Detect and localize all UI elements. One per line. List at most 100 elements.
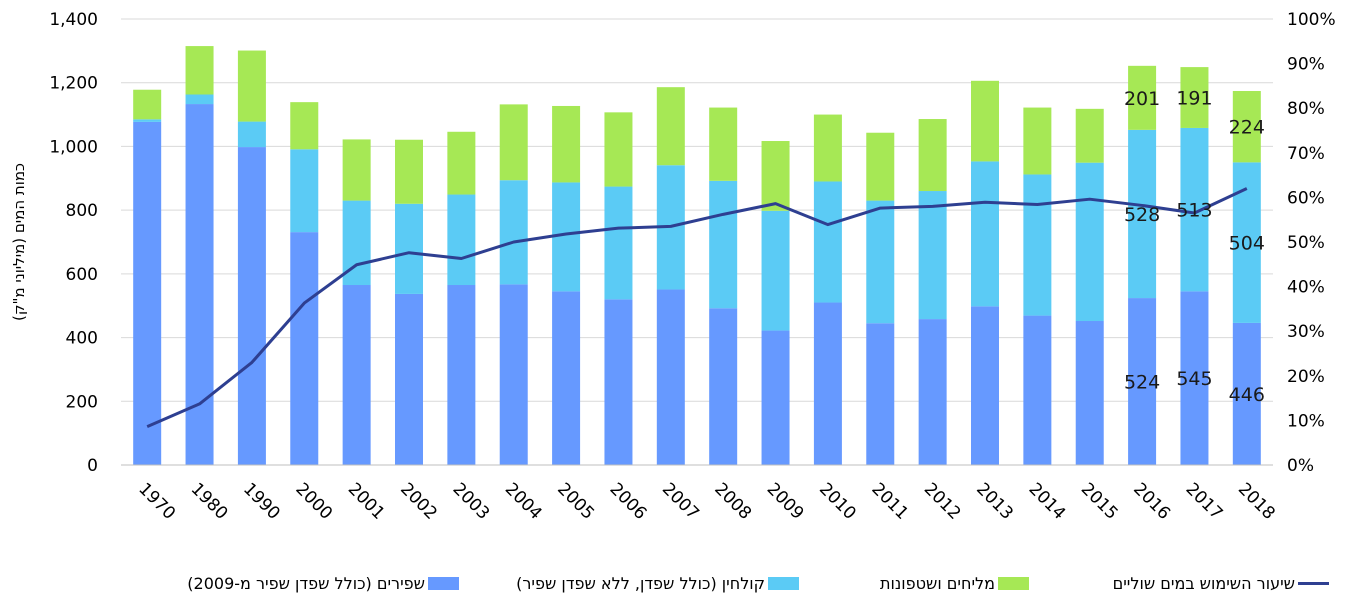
bar-series-2 (1128, 129, 1157, 299)
bar-series-3 (761, 141, 790, 211)
x-tick-label: 2002 (396, 479, 441, 524)
bar-series-1 (813, 302, 842, 465)
bar-series-3 (918, 119, 947, 192)
x-tick-label: 2014 (1025, 479, 1070, 524)
y-tick-label: 800 (66, 201, 98, 221)
bars (133, 46, 1261, 466)
bar-series-1 (342, 285, 371, 465)
bar-series-3 (971, 80, 999, 162)
line-path (146, 187, 1248, 429)
y2-tick-label: 50% (1287, 233, 1325, 253)
legend-item-series-3: מליחים ושטפונות (880, 571, 1029, 595)
legend-item-series-2: קולחין (כולל שפדן, ללא שפדן שפיר) (516, 571, 799, 595)
bar-series-3 (447, 131, 476, 195)
y2-tick-label: 70% (1287, 144, 1325, 164)
y-tick-label: 200 (66, 392, 98, 412)
data-label-series-2: 528 (1124, 204, 1160, 226)
y2-tick-label: 30% (1287, 322, 1325, 342)
bar-series-1 (499, 284, 528, 465)
bar-series-1 (237, 147, 266, 465)
bar-series-2 (1075, 162, 1104, 322)
legend-label: מליחים ושטפונות (880, 573, 995, 593)
y-tick-label: 1,200 (49, 74, 98, 94)
legend-item-series-1: שפירים (כולל שפדן שפיר מ-2009) (187, 571, 459, 595)
x-tick-label: 2015 (1077, 479, 1122, 524)
bar-series-2 (761, 210, 790, 331)
data-label-series-3: 201 (1124, 88, 1160, 110)
x-tick-label: 2018 (1234, 479, 1279, 524)
legend-label: שיעור השימוש במים שוליים (1112, 573, 1295, 593)
bar-series-2 (709, 180, 738, 309)
bar-series-1 (185, 104, 214, 466)
y-tick-label: 1,000 (49, 137, 98, 157)
data-label-series-3: 191 (1176, 88, 1212, 110)
y-tick-label: 1,400 (49, 10, 98, 30)
bar-series-1 (709, 308, 738, 465)
x-tick-label: 1990 (239, 479, 284, 524)
stacked-bar-line-chart: 524 528 201 545 513 191 446 504 224 0 200 400 600 80… (10, 10, 1336, 524)
y2-tick-label: 10% (1287, 411, 1325, 431)
bar-series-1 (866, 323, 895, 465)
data-label-series-3: 224 (1229, 117, 1265, 139)
legend-label: קולחין (כולל שפדן, ללא שפדן שפיר) (516, 573, 765, 593)
bar-series-2 (971, 161, 999, 307)
bar-series-1 (604, 299, 633, 465)
data-label-series-1: 545 (1176, 368, 1212, 390)
data-labels: 524 528 201 545 513 191 446 504 224 (1124, 88, 1265, 406)
legend-swatch (998, 576, 1029, 590)
legend-swatch (768, 576, 799, 590)
bar-series-3 (709, 107, 738, 181)
bar-series-3 (1023, 107, 1052, 175)
y2-tick-label: 90% (1287, 55, 1325, 75)
bar-series-3 (499, 104, 528, 181)
bar-series-3 (656, 87, 685, 166)
y-tick-label: 600 (66, 265, 98, 285)
bar-series-1 (447, 285, 476, 465)
bar-series-2 (1023, 174, 1052, 316)
x-tick-label: 2013 (972, 479, 1017, 524)
bar-series-3 (1075, 108, 1104, 163)
x-tick-label: 2010 (815, 479, 860, 524)
bar-series-3 (185, 46, 214, 95)
bar-series-1 (552, 291, 581, 465)
x-tick-label: 1980 (187, 479, 232, 524)
y-tick-label: 0 (87, 456, 98, 476)
y2-tick-label: 0% (1287, 456, 1314, 476)
bar-series-1 (1128, 298, 1157, 465)
x-tick-label: 2004 (501, 479, 546, 524)
legend-label: שפירים (כולל שפדן שפיר מ-2009) (187, 573, 425, 593)
bar-series-3 (290, 102, 319, 150)
bar-series-3 (1128, 65, 1157, 130)
y2-tick-label: 100% (1287, 10, 1336, 30)
x-tick-label: 2008 (710, 479, 755, 524)
bar-series-2 (813, 181, 842, 303)
bar-series-2 (133, 119, 162, 122)
bar-series-3 (866, 132, 895, 201)
legend-swatch (428, 576, 459, 590)
bar-series-1 (395, 293, 423, 465)
bar-series-3 (604, 112, 633, 187)
bar-series-1 (656, 289, 685, 465)
data-label-series-1: 524 (1124, 372, 1160, 394)
x-tick-label: 2017 (1182, 479, 1227, 524)
x-tick-label: 2012 (920, 479, 965, 524)
bar-series-2 (918, 191, 947, 320)
bar-series-3 (395, 139, 423, 204)
bar-series-1 (1075, 321, 1104, 465)
x-tick-label: 2011 (867, 479, 912, 524)
bar-series-3 (813, 114, 842, 182)
bar-series-3 (1232, 90, 1261, 163)
x-tick-label: 2016 (1129, 479, 1174, 524)
x-tick-label: 1970 (134, 479, 179, 524)
bar-series-2 (499, 180, 528, 285)
bar-series-1 (290, 232, 319, 465)
x-tick-label: 2000 (291, 479, 336, 524)
bar-series-1 (761, 330, 790, 465)
bar-series-2 (290, 149, 319, 233)
line-series (146, 187, 1248, 429)
bar-series-3 (1180, 67, 1209, 128)
x-tick-label: 2006 (606, 479, 651, 524)
x-tick-label: 2007 (658, 479, 703, 524)
bar-series-1 (918, 319, 947, 465)
bar-series-1 (133, 121, 162, 466)
